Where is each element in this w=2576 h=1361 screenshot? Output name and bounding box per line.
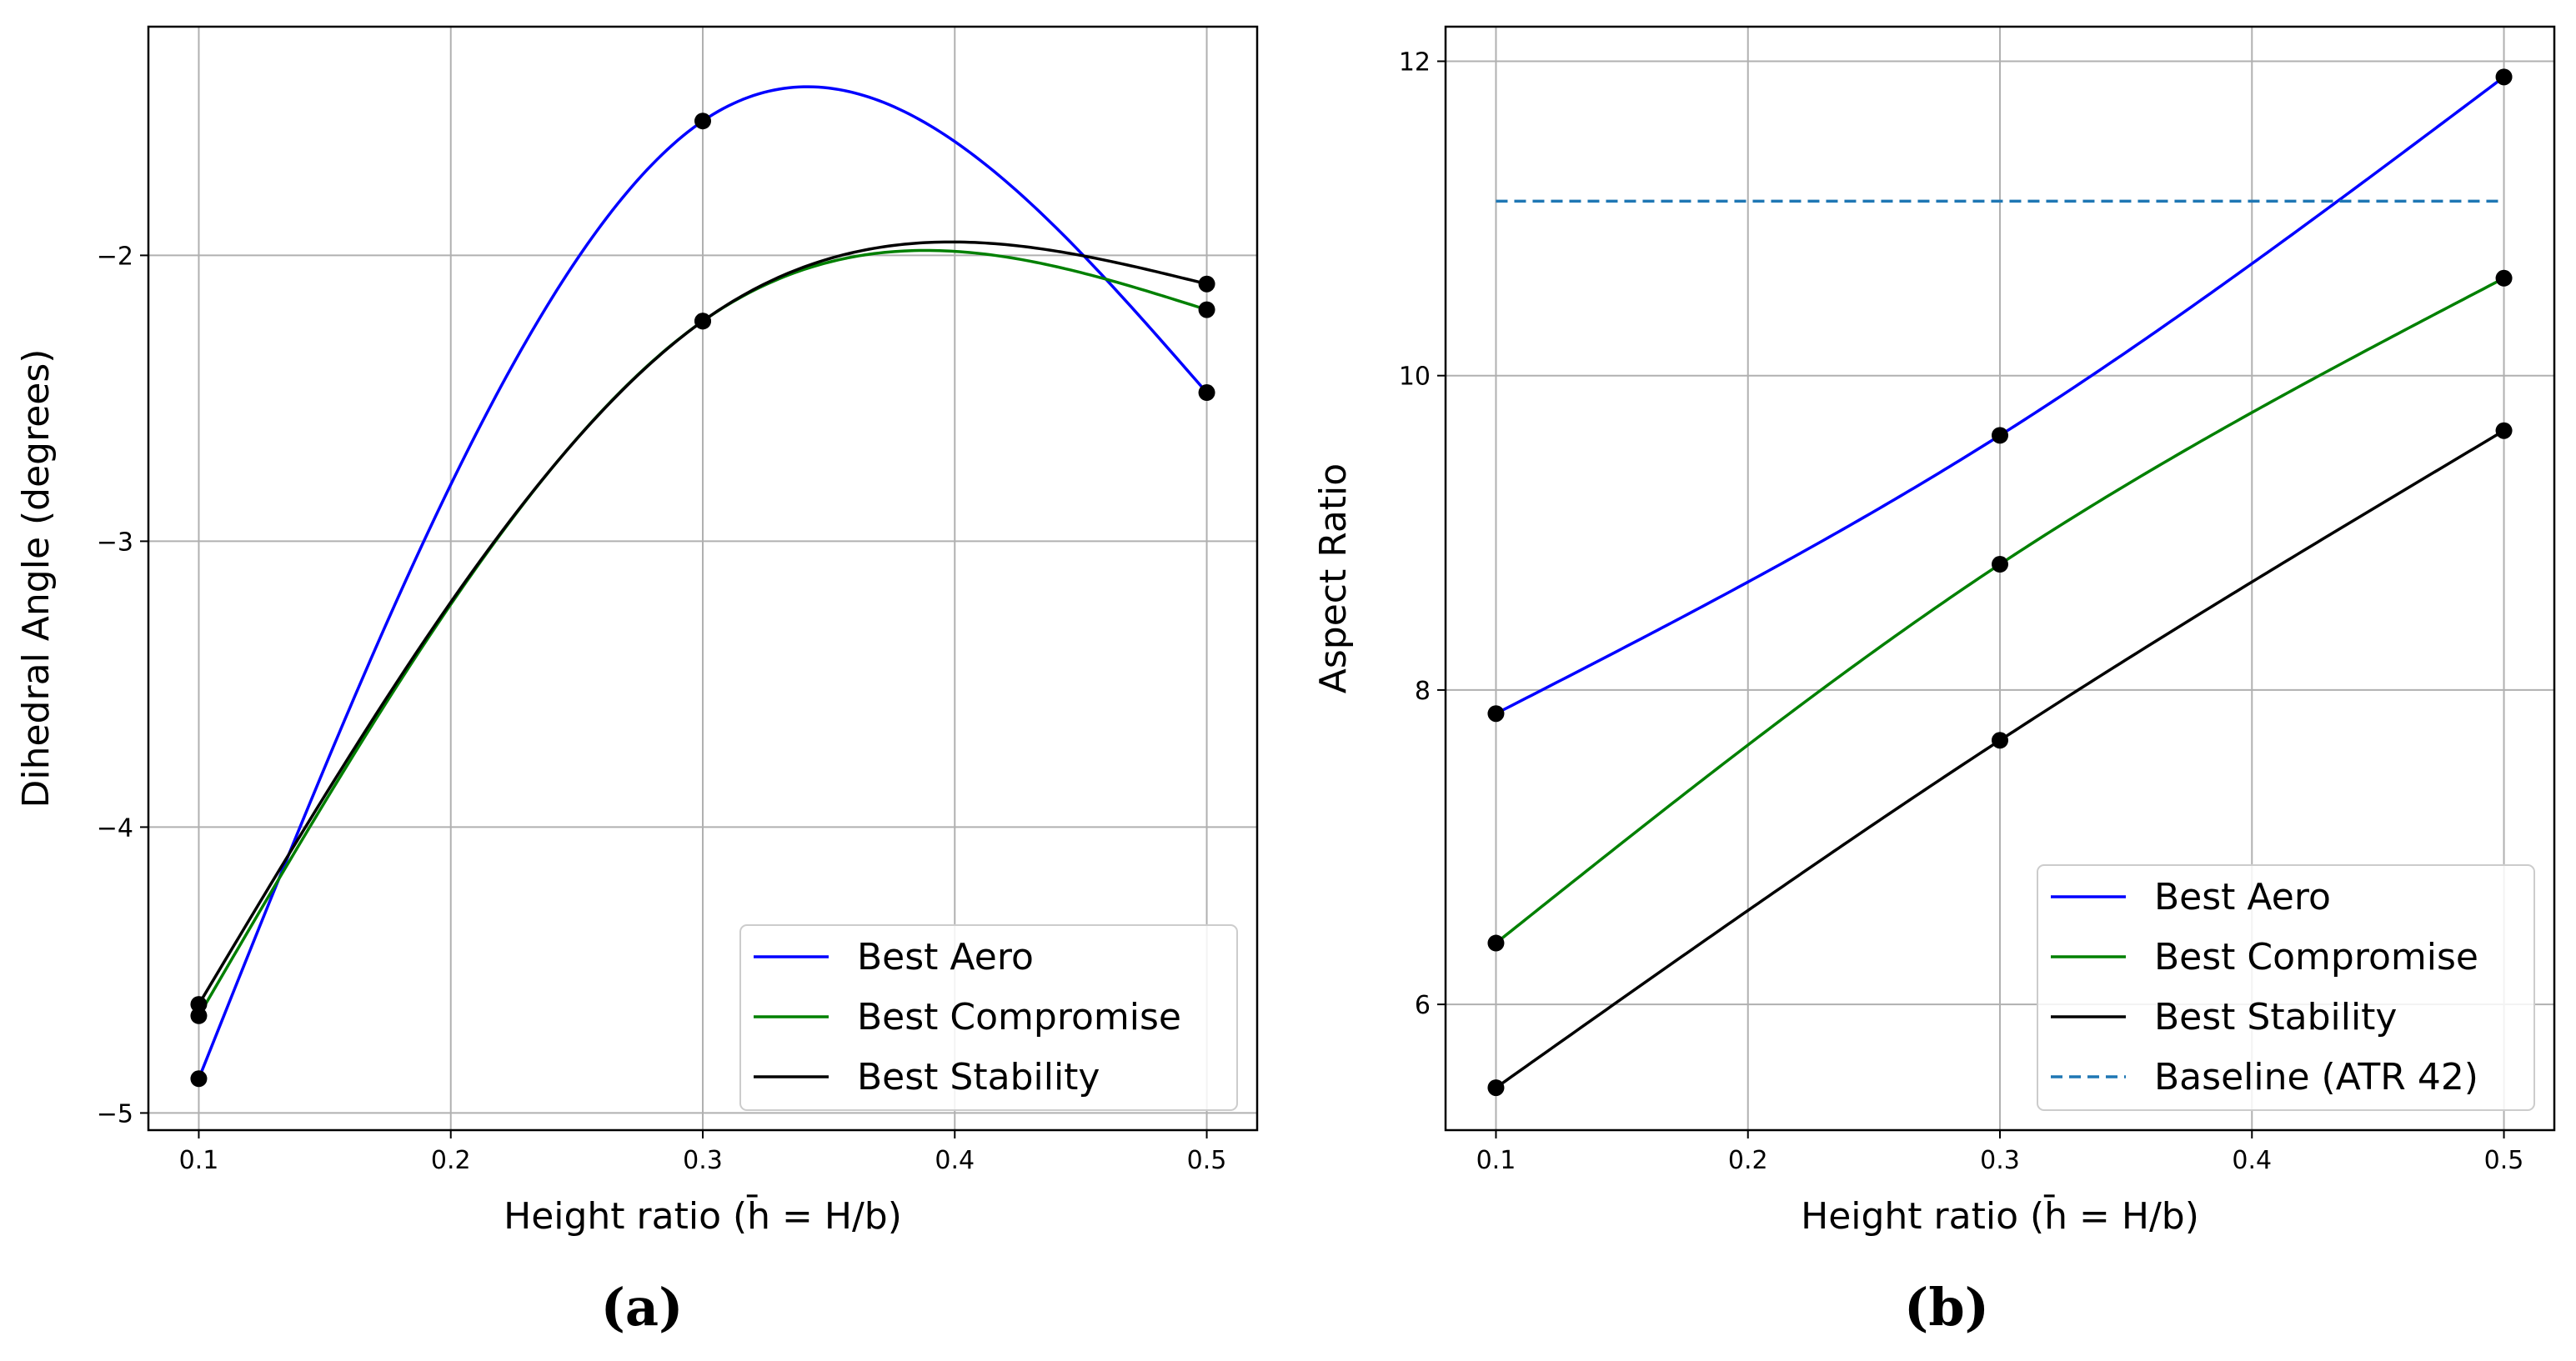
- data-point: [190, 996, 208, 1013]
- data-point: [694, 313, 711, 330]
- data-point: [1992, 427, 2008, 444]
- data-point: [2495, 68, 2513, 86]
- y-axis-label: Aspect Ratio: [1312, 463, 1355, 693]
- x-tick-label: 0.4: [2232, 1146, 2272, 1175]
- legend-entry: Best Stability: [2154, 996, 2397, 1038]
- data-point: [1992, 732, 2008, 749]
- y-tick-label: 12: [1399, 48, 1431, 77]
- y-tick-label: −3: [97, 528, 133, 557]
- x-tick-label: 0.4: [935, 1146, 975, 1175]
- legend-entry: Best Aero: [857, 936, 1034, 978]
- data-point: [190, 1070, 208, 1088]
- data-point: [1487, 705, 1505, 723]
- y-tick-label: 6: [1415, 991, 1431, 1020]
- plot-frame: [1444, 25, 2556, 1132]
- x-tick-label: 0.5: [1187, 1146, 1227, 1175]
- x-tick-label: 0.1: [179, 1146, 219, 1175]
- data-point: [1487, 1079, 1505, 1097]
- data-point: [2495, 422, 2513, 439]
- legend-entry: Best Aero: [2154, 876, 2331, 918]
- legend-entry: Best Stability: [857, 1056, 1100, 1098]
- x-tick-label: 0.2: [431, 1146, 471, 1175]
- x-axis-label: Height ratio (h̄ = H/b): [1801, 1193, 2199, 1238]
- x-tick-label: 0.2: [1728, 1146, 1768, 1175]
- legend-entry: Baseline (ATR 42): [2154, 1056, 2478, 1098]
- legend-box: [2037, 864, 2535, 1111]
- panel-label: (a): [601, 1277, 684, 1338]
- y-tick-label: 10: [1399, 363, 1431, 392]
- panel-a: 0.1 0.2 0.3 0.4 0.5 −5 −4 −3 −2 Height ratio (h̄ …: [15, 25, 1259, 1338]
- y-tick-label: −2: [97, 242, 133, 271]
- panel-b: 0.1 0.2 0.3 0.4 0.5 6 8 10 12 Height ratio (h̄ = …: [1312, 25, 2556, 1338]
- x-tick-label: 0.5: [2484, 1146, 2524, 1175]
- x-tick-label: 0.1: [1476, 1146, 1516, 1175]
- data-point: [1198, 275, 1215, 293]
- data-point: [1198, 384, 1215, 402]
- legend-entry: Best Compromise: [857, 996, 1181, 1038]
- y-tick-label: 8: [1415, 677, 1431, 706]
- x-tick-label: 0.3: [1980, 1146, 2020, 1175]
- x-axis-label: Height ratio (h̄ = H/b): [504, 1193, 902, 1238]
- data-point: [1487, 934, 1505, 952]
- data-point: [190, 1007, 208, 1024]
- x-tick-label: 0.3: [683, 1146, 723, 1175]
- data-point: [694, 113, 711, 130]
- plot-frame: [147, 25, 1259, 1132]
- legend-box: [739, 924, 1238, 1111]
- y-axis-label: Dihedral Angle (degrees): [15, 349, 58, 808]
- y-tick-label: −5: [97, 1099, 133, 1128]
- panel-label: (b): [1904, 1277, 1989, 1338]
- data-point: [1198, 301, 1215, 318]
- legend-entry: Best Compromise: [2154, 936, 2478, 978]
- data-point: [2495, 269, 2513, 287]
- y-tick-label: −4: [97, 813, 133, 843]
- data-point: [1992, 556, 2008, 573]
